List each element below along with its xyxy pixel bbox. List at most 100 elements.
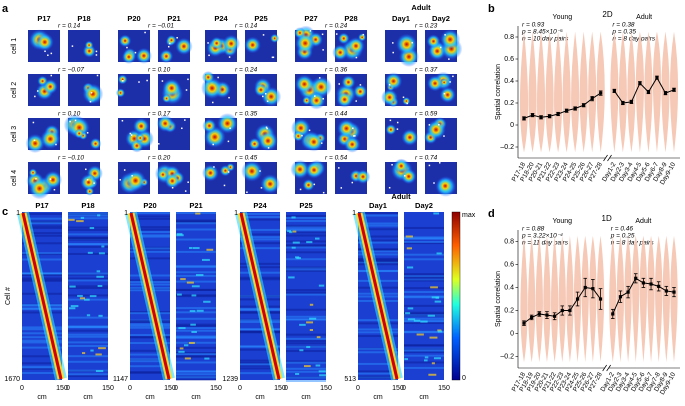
rate-map-pixel (396, 128, 399, 130)
population-map-noise (176, 228, 216, 231)
violin (571, 31, 580, 153)
population-map-field (315, 237, 320, 240)
rate-map-pixel (402, 96, 405, 99)
population-map-noise (176, 353, 216, 356)
rate-map-pixel (320, 142, 323, 144)
y-tick-label: 0 (510, 122, 514, 129)
column-label: P21 (167, 14, 180, 23)
point (663, 91, 668, 95)
y-tick-label: 0.8 (504, 34, 514, 41)
population-map-noise (130, 371, 170, 374)
population-map-field (299, 323, 306, 326)
x-tick-label: 0 (238, 385, 242, 392)
population-map-noise (240, 367, 280, 370)
rate-map-pixel (301, 134, 303, 137)
point (657, 284, 661, 288)
rate-map-pixel (212, 101, 214, 104)
point (568, 308, 572, 313)
population-map-noise (286, 361, 326, 364)
population-map-field (434, 300, 442, 303)
rate-map-pixel (355, 100, 357, 102)
population-map-field (204, 357, 210, 360)
population-map-noise (176, 335, 216, 338)
population-map-field (407, 318, 416, 321)
axis-break (603, 154, 608, 162)
x-tick-label: 150 (392, 385, 404, 392)
x-tick-label: 0 (356, 385, 360, 392)
column-label: P17 (37, 14, 50, 23)
column-label: P27 (304, 14, 317, 23)
y-tick-label: 0 (510, 330, 514, 337)
group-label: Adult (635, 218, 651, 225)
population-map-noise (130, 247, 170, 250)
population-map-noise (22, 225, 62, 228)
population-map-noise (130, 323, 170, 326)
point (598, 297, 603, 301)
population-map-noise (176, 329, 216, 332)
population-map-field (98, 314, 103, 317)
rate-map-pixel (168, 42, 171, 45)
population-map-noise (68, 214, 108, 217)
population-map-noise (22, 367, 62, 370)
rate-map-field (222, 34, 241, 53)
rate-map-pixel (213, 166, 215, 168)
rate-map-pixel (71, 45, 74, 47)
correlation-label: r = −0.07 (58, 67, 84, 74)
population-map-noise (130, 365, 170, 368)
population-map-field (184, 344, 189, 347)
population-map-noise (358, 370, 398, 373)
point (646, 90, 651, 94)
population-map-noise (286, 231, 326, 234)
rate-map-field (439, 86, 456, 103)
population-map-noise (358, 263, 398, 266)
population-map-field (70, 305, 79, 308)
population-map-noise (22, 326, 62, 329)
population-map (286, 212, 326, 380)
population-map-noise (68, 294, 108, 297)
rate-map-pixel (36, 90, 39, 92)
population-map-field (191, 331, 197, 334)
x-tick-label: 150 (102, 385, 114, 392)
rate-map-field (295, 33, 316, 54)
population-map-field (427, 314, 435, 317)
population-map-noise (240, 345, 280, 348)
first-cell-label: 1 (352, 210, 356, 217)
rate-map-pixel (227, 140, 230, 143)
population-map-noise (130, 326, 170, 329)
population-map-noise (358, 212, 398, 215)
population-map-field (177, 293, 182, 296)
column-label: Day2 (415, 201, 433, 210)
rate-map-pixel (32, 121, 35, 124)
population-map-noise (358, 347, 398, 350)
rate-map-pixel (129, 132, 132, 135)
population-map-noise (358, 228, 398, 231)
population-map-noise (68, 272, 108, 275)
population-map-field (433, 357, 442, 360)
population-map-noise (68, 335, 108, 338)
population-map-noise (130, 257, 170, 260)
rate-map-field (175, 37, 193, 55)
population-map-noise (358, 241, 398, 244)
rate-map-field (162, 78, 182, 98)
violin (566, 235, 574, 363)
colorbar-label: 0 (462, 375, 466, 382)
population-map-field (189, 246, 193, 249)
population-map-field (437, 330, 443, 333)
population-map-noise (286, 216, 326, 219)
population-map-noise (176, 325, 216, 328)
rate-map-pixel (122, 80, 124, 82)
population-map-field (192, 247, 200, 250)
rate-map-field (341, 75, 356, 90)
population-map-noise (130, 336, 170, 339)
violin (609, 235, 617, 363)
population-map-noise (22, 365, 62, 368)
rate-map-pixel (158, 143, 160, 145)
rate-map-pixel (187, 78, 189, 81)
population-map-field (89, 295, 97, 298)
y-tick-label: 0.4 (504, 284, 514, 291)
population-map-noise (240, 330, 280, 333)
point (611, 312, 615, 316)
x-axis-label: cm (37, 394, 47, 401)
x-axis-label: cm (191, 394, 201, 401)
point (565, 109, 569, 113)
